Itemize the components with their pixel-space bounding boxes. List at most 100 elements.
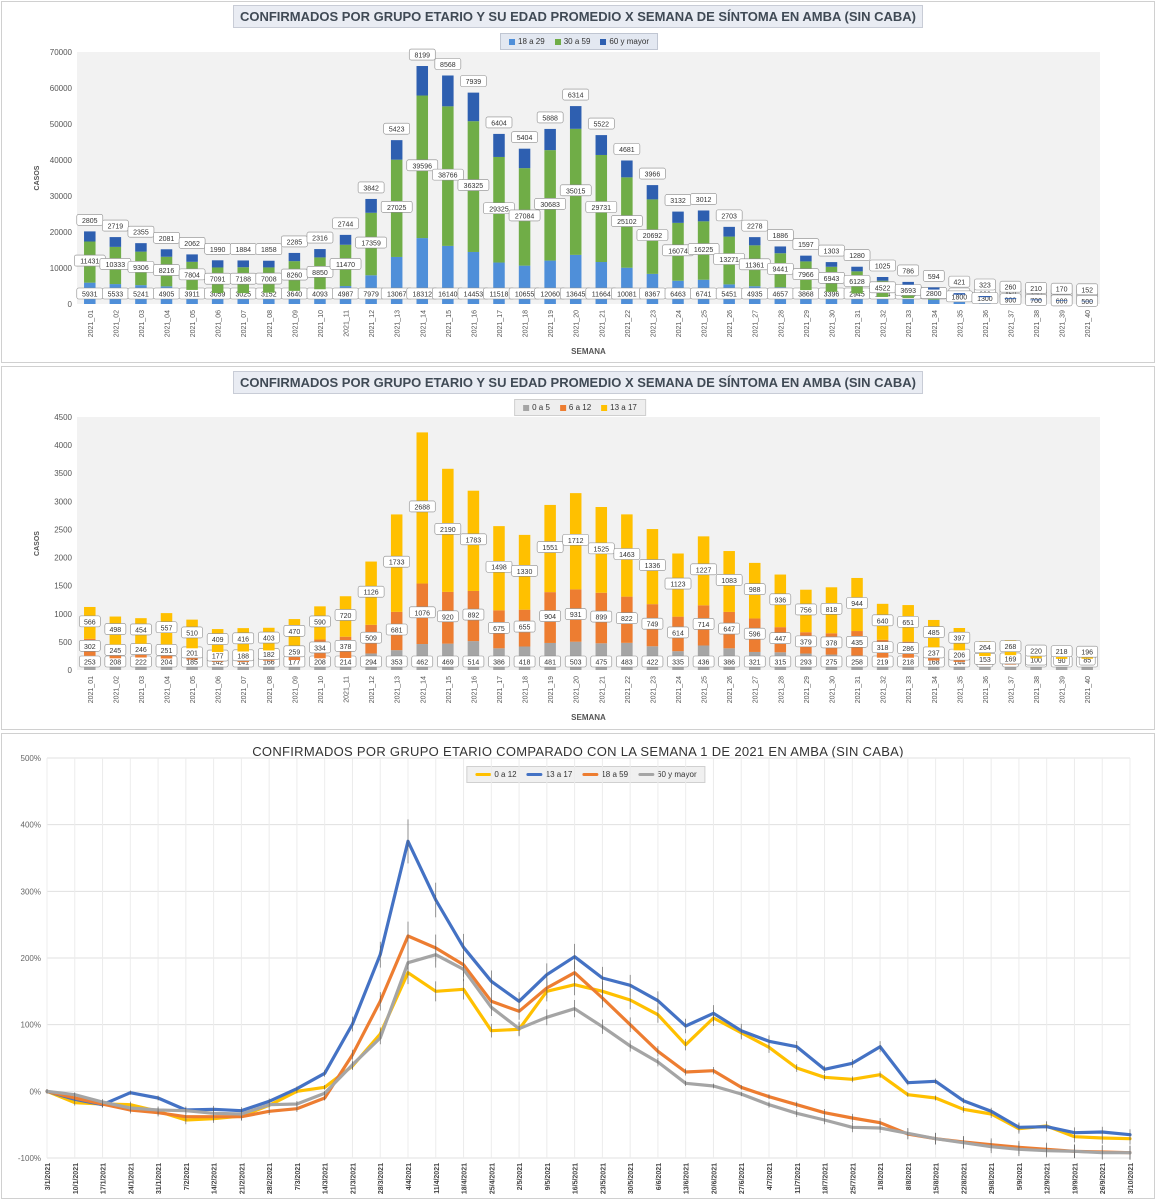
data-label-box [309,615,331,628]
x-tick-label: 2021_24 [676,676,683,703]
data-label-text: 3012 [696,197,712,204]
chart-title-text: CONFIRMADOS POR GRUPO ETARIO Y SU EDAD P… [232,5,924,28]
bar-segment [109,237,122,247]
data-label-text: 2355 [133,230,149,237]
data-label: 1083 [715,574,743,586]
x-tick-label: 2021_19 [548,310,555,337]
data-label-text: 3396 [824,292,840,299]
data-label-text: 7091 [210,277,226,284]
x-tick-label: 9/5/2021 [545,1163,552,1190]
data-label-box [406,159,439,172]
data-label-text: 822 [621,616,633,623]
data-label: 904 [539,610,561,622]
data-label-box [357,585,385,598]
data-label-text: 2800 [926,291,942,298]
x-tick-label: 29/8/2021 [989,1163,996,1194]
data-label: 1025 [869,259,896,272]
data-label-text: 1886 [773,233,789,240]
x-tick-label: 2021_23 [650,676,657,703]
data-label-box [795,635,817,648]
data-label-box [434,58,462,70]
data-label: 2688 [408,500,436,513]
bar-segment [928,299,940,304]
y-tick-label: 1500 [54,582,72,591]
data-label-box [587,117,615,130]
x-tick-label: 2021_03 [139,676,146,703]
x-tick-label: 27/6/2021 [739,1163,746,1194]
data-label-text: 378 [340,644,352,651]
data-label-text: 590 [314,619,326,626]
data-label-text: 251 [161,648,173,655]
x-tick-label: 2021_03 [139,310,146,337]
data-label-box [460,533,487,546]
data-label-text: 3132 [670,198,686,205]
bar-segment [1081,300,1093,302]
data-label-text: 1227 [696,567,712,574]
chart-legend: 18 a 29 30 a 59 60 y mayor [500,33,658,50]
data-label-text: 16074 [668,248,688,255]
x-tick-label: 2021_01 [88,676,95,703]
bar-segment [1004,298,1017,300]
legend-label: 18 a 29 [518,37,545,46]
data-label-text: 6314 [568,93,584,100]
stacked-bar-chart-children: 0 500 1000 1500 2000 2500 3000 3500 4000 4500 253 3… [34,413,1100,722]
data-label: 6314 [562,88,590,101]
x-tick-label: 21/2/2021 [239,1163,246,1194]
bar-segment [851,266,863,272]
data-label-text: 10655 [515,292,535,299]
data-label: 5241 [127,287,155,300]
x-tick-label: 2021_19 [548,676,555,703]
data-label-box [743,583,766,595]
data-label: 514 [462,655,485,668]
data-label: 3842 [357,181,385,194]
data-label-box [1076,283,1099,296]
data-label-text: 421 [953,280,965,287]
x-tick-label: 2021_28 [778,310,785,337]
bar-segment [544,260,556,304]
data-label: 5533 [102,287,129,300]
data-label: 675 [488,622,510,634]
data-label-text: 214 [340,660,352,667]
x-tick-label: 2021_37 [1008,676,1015,703]
data-label-text: 1126 [364,590,379,597]
chart-panel-age-groups-adults: CONFIRMADOS POR GRUPO ETARIO Y SU EDAD P… [1,1,1155,363]
data-label-text: 5888 [542,115,558,122]
data-label: 509 [360,631,382,644]
data-label: 379 [795,635,817,648]
data-label-text: 11664 [592,292,611,299]
bar-segment [621,267,633,304]
data-label: 8216 [153,264,180,276]
bar-segment [237,260,249,268]
data-label: 936 [769,593,792,606]
data-label-box [971,292,999,304]
y-axis-label: CASOS [34,165,41,190]
data-label: 4522 [869,281,896,294]
bar-segment [288,252,301,262]
data-label-box [843,275,871,287]
data-label-text: 222 [135,660,147,667]
data-label-text: 3868 [798,292,814,299]
bar-segment [1055,300,1068,301]
data-label-box [1076,645,1099,658]
data-label-box [434,523,462,535]
data-label-box [385,655,408,668]
data-label-box [206,633,229,645]
data-label: 353 [385,655,408,668]
data-label-text: 2062 [184,241,200,248]
data-label-box [385,623,408,636]
data-label-text: 756 [800,607,812,614]
y-tick-label: 100% [21,1021,41,1030]
data-label-box [999,280,1022,293]
x-tick-label: 2021_35 [957,310,964,337]
data-label-box [462,655,485,668]
data-label-box [590,610,613,623]
data-label-text: 13645 [566,292,586,299]
x-tick-label: 22/8/2021 [961,1163,968,1194]
data-label-text: 1123 [670,582,685,589]
data-label-text: 944 [851,601,863,608]
x-tick-label: 2021_16 [471,676,478,703]
x-tick-label: 14/2/2021 [212,1163,219,1194]
legend-swatch [600,38,607,45]
data-label-text: 13271 [719,257,739,264]
data-label: 8568 [434,58,462,70]
